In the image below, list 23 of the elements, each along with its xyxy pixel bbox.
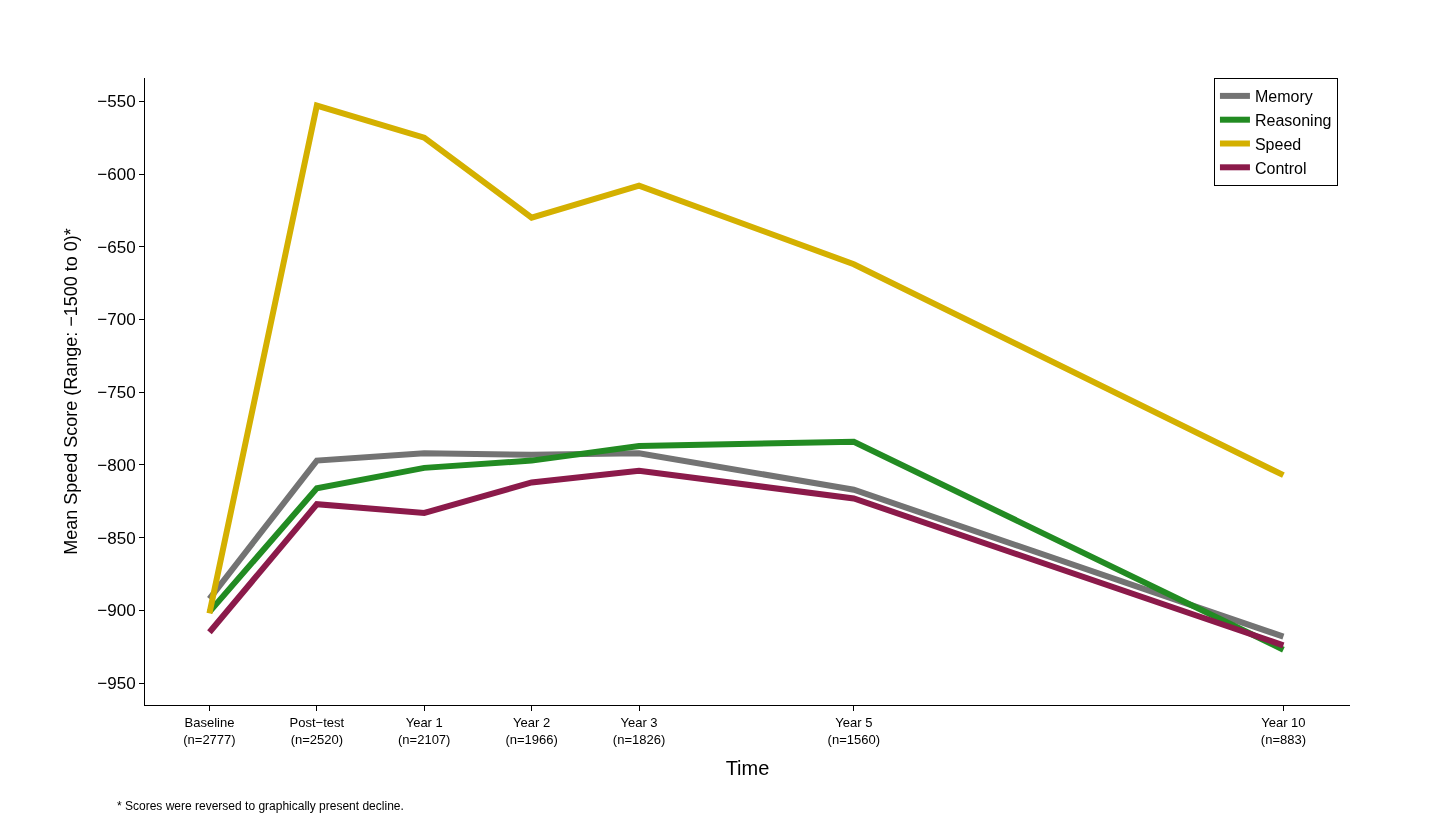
legend-label: Reasoning (1254, 111, 1332, 129)
y-tick-label: −550 (97, 92, 136, 112)
y-tick-label: −700 (97, 310, 136, 330)
y-tick-label: −600 (97, 164, 136, 184)
y-tick-label: −650 (97, 237, 136, 257)
x-tick-label: Year 5 (n=1560) (827, 714, 881, 747)
x-tick-label: Year 3 (n=1826) (612, 714, 666, 747)
legend-label: Memory (1254, 88, 1313, 106)
x-axis-title: Time (725, 757, 770, 779)
y-axis-title: Mean Speed Score (Range: −1500 to 0)* (60, 228, 81, 555)
y-tick-label: −900 (97, 601, 136, 621)
x-tick-label: Year 2 (n=1966) (505, 714, 558, 747)
x-tick-label: Baseline (n=2777) (183, 714, 236, 747)
text: * Scores were reversed to graphically present decline. (117, 799, 404, 813)
y-tick-label: −850 (97, 528, 136, 548)
legend-label: Speed (1254, 135, 1302, 153)
x-tick-label: Year 1 (n=2107) (398, 714, 451, 747)
x-tick-label: Post−test (n=2520) (289, 714, 345, 747)
x-tick-label: Year 10 (n=883) (1260, 714, 1306, 747)
legend-label: Control (1254, 159, 1307, 177)
y-tick-label: −750 (97, 383, 136, 403)
y-tick-label: −800 (97, 455, 136, 475)
y-tick-label: −950 (97, 674, 136, 694)
